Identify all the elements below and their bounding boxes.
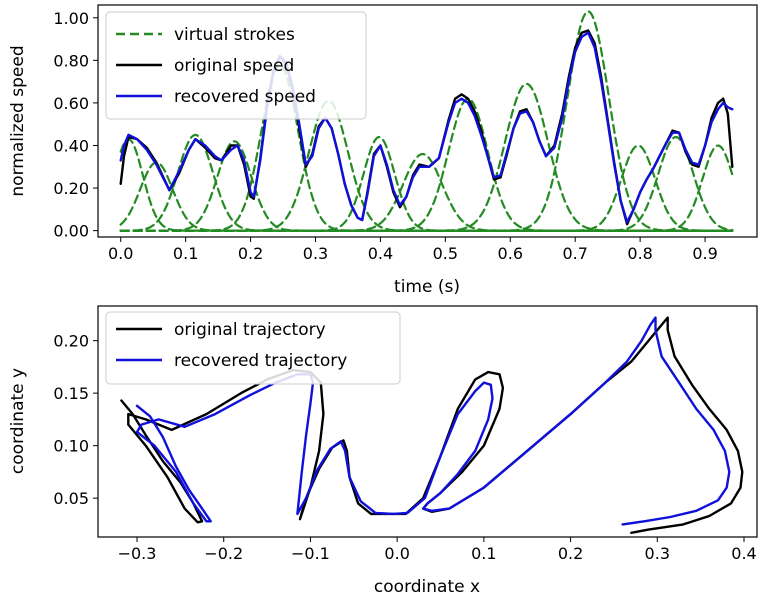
recovered-speed-line: [119, 31, 734, 224]
speed-x-axis-label: time (s): [394, 277, 460, 297]
speed-y-tick-label: 0.40: [53, 136, 89, 155]
trajectory-x-tick-label: −0.1: [291, 544, 330, 563]
trajectory-y-tick-label: 0.15: [53, 384, 89, 403]
legend-label-original-trajectory: original trajectory: [174, 320, 326, 340]
speed-x-tick-label: 0.7: [562, 244, 587, 263]
trajectory-legend: original trajectory recovered trajectory: [105, 311, 401, 385]
speed-y-ticks: 0.00 0.20 0.40 0.60 0.80 1.00: [53, 9, 98, 241]
speed-x-tick-label: 0.2: [238, 244, 263, 263]
trajectory-x-tick-label: −0.2: [204, 544, 243, 563]
speed-x-tick-label: 0.5: [433, 244, 458, 263]
trajectory-y-tick-label: 0.20: [53, 332, 89, 351]
trajectory-panel: −0.3 −0.2 −0.1 0.0 0.1 0.2 0.3 0.4 0.05 0.10 0.15…: [8, 305, 758, 597]
trajectory-x-ticks: −0.3 −0.2 −0.1 0.0 0.1 0.2 0.3 0.4: [118, 537, 757, 563]
trajectory-legend-box: [105, 311, 401, 385]
speed-x-tick-label: 0.1: [173, 244, 198, 263]
virtual-stroke-14: [119, 144, 734, 232]
speed-x-ticks: 0.0 0.1 0.2 0.3 0.4 0.5 0.6 0.7 0.8 0.9: [108, 237, 718, 263]
legend-label-original-speed: original speed: [174, 56, 294, 76]
legend-label-virtual-strokes: virtual strokes: [174, 25, 295, 45]
recovered-trajectory-line: [135, 316, 731, 526]
speed-y-tick-label: 0.80: [53, 51, 89, 70]
speed-x-tick-label: 0.4: [368, 244, 393, 263]
trajectory-x-tick-label: 0.3: [645, 544, 670, 563]
legend-label-recovered-speed: recovered speed: [174, 87, 316, 107]
speed-x-tick-label: 0.8: [627, 244, 652, 263]
speed-x-tick-label: 0.0: [108, 244, 133, 263]
trajectory-y-axis-label: coordinate y: [8, 368, 28, 474]
trajectory-y-ticks: 0.05 0.10 0.15 0.20: [53, 332, 98, 508]
trajectory-x-tick-label: 0.2: [558, 544, 583, 563]
trajectory-x-tick-label: 0.0: [384, 544, 409, 563]
speed-y-tick-label: 0.00: [53, 222, 89, 241]
speed-legend: virtual strokes original speed recovered…: [105, 11, 367, 120]
speed-legend-box: [105, 11, 367, 120]
speed-y-axis-label: normalized speed: [8, 45, 28, 196]
speed-x-tick-label: 0.6: [498, 244, 523, 263]
trajectory-x-tick-label: −0.3: [118, 544, 157, 563]
speed-x-tick-label: 0.9: [692, 244, 717, 263]
speed-curves: [119, 10, 734, 232]
speed-y-tick-label: 0.20: [53, 179, 89, 198]
trajectory-x-axis-label: coordinate x: [374, 577, 480, 597]
trajectory-y-tick-label: 0.05: [53, 489, 89, 508]
trajectory-curves: [120, 316, 744, 534]
virtual-stroke-13: [119, 136, 734, 232]
legend-label-recovered-trajectory: recovered trajectory: [174, 351, 347, 371]
speed-axes-frame: [97, 4, 758, 238]
speed-y-tick-label: 1.00: [53, 9, 89, 28]
trajectory-x-tick-label: 0.1: [471, 544, 496, 563]
trajectory-axes-frame: [97, 305, 758, 538]
speed-x-tick-label: 0.3: [303, 244, 328, 263]
trajectory-y-tick-label: 0.10: [53, 437, 89, 456]
trajectory-x-tick-label: 0.4: [731, 544, 756, 563]
speed-y-tick-label: 0.60: [53, 94, 89, 113]
speed-panel: 0.0 0.1 0.2 0.3 0.4 0.5 0.6 0.7 0.8 0.9 0.000.200…: [8, 4, 758, 297]
virtual-stroke-2: [119, 161, 734, 232]
